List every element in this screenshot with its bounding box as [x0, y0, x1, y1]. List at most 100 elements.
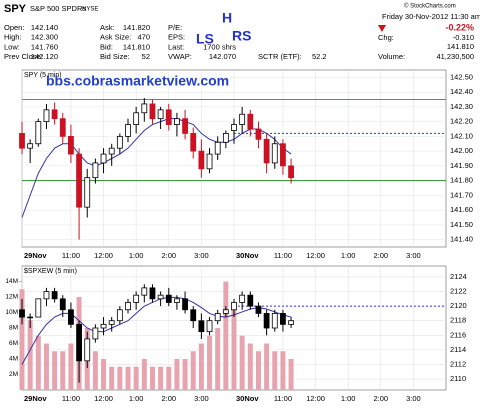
source: © StockCharts.com	[404, 3, 456, 10]
volume-bar	[166, 366, 172, 390]
volume-bar	[27, 320, 33, 390]
x-tick-label: 2:00	[161, 251, 176, 260]
candle-body	[247, 113, 254, 130]
field-value: 141.810	[123, 42, 150, 51]
x-tick-label: 1:00	[129, 394, 144, 403]
volume-bar	[149, 366, 155, 390]
candle-body	[100, 323, 107, 329]
field-value: 142.070	[209, 52, 236, 61]
volume-bar	[272, 351, 278, 390]
candle-body	[288, 165, 294, 179]
y-tick-label: 2124	[450, 272, 467, 281]
x-tick-label: 3:00	[406, 251, 421, 260]
field-value: 470	[137, 33, 150, 42]
candle-body	[174, 298, 180, 303]
candle-body	[206, 153, 213, 170]
candle-body	[59, 298, 66, 311]
field-label: Prev Close:	[4, 52, 43, 61]
volume-bar	[92, 351, 98, 390]
x-tick-label: 2:00	[373, 251, 388, 260]
x-tick-label: 12:00	[94, 251, 113, 260]
volume-bar	[35, 335, 41, 390]
x-tick-label: 29Nov	[24, 394, 47, 403]
watermark: bbs.cobrasmarketview.com	[46, 73, 229, 89]
volume-value: 41,230,500	[436, 52, 474, 61]
candle-body	[231, 302, 237, 311]
volume-bar	[117, 366, 123, 390]
volume-bar	[198, 343, 204, 390]
volume-bar	[223, 281, 229, 390]
volume-bar	[133, 366, 139, 390]
field-value: 1700 shrs	[203, 42, 236, 51]
y-tick-label: 2122	[450, 287, 467, 296]
candle-body	[190, 133, 197, 152]
candle-body	[43, 109, 50, 123]
x-tick-label: 12:00	[306, 394, 325, 403]
y-tick-label: 2116	[450, 330, 466, 339]
y-tick-label: 141.80	[450, 176, 473, 185]
candle-body	[271, 313, 278, 329]
field-value: 142.300	[31, 33, 58, 42]
x-tick-label: 3:00	[406, 394, 421, 403]
candle-body	[100, 153, 107, 164]
candle-body	[231, 124, 237, 131]
field-value: 141.820	[123, 23, 150, 32]
field-label: High:	[4, 33, 22, 42]
candle-body	[247, 294, 254, 307]
candle-body	[263, 313, 270, 329]
volume-bar	[264, 343, 270, 390]
candle-body	[51, 109, 58, 120]
candle-body	[206, 320, 213, 333]
candle-body	[280, 313, 286, 325]
candle-body	[125, 302, 131, 311]
volume-bar	[141, 359, 147, 390]
candle-body	[182, 298, 188, 311]
volume-tick-label: 6M	[9, 340, 18, 347]
candle-body	[76, 323, 82, 362]
volume-bar	[182, 359, 188, 390]
candle-body	[263, 138, 270, 164]
volume-bar	[280, 351, 286, 390]
candle-body	[108, 320, 115, 325]
field-value: 141.760	[31, 42, 58, 51]
security-name: S&P 500 SPDRs	[30, 4, 86, 13]
symbol: SPY	[4, 3, 27, 15]
x-tick-label: 12:00	[306, 251, 325, 260]
candle-body	[239, 113, 246, 125]
candle-body	[19, 309, 25, 318]
field-label: Low:	[4, 42, 20, 51]
volume-bar	[109, 366, 115, 390]
candle-body	[214, 313, 221, 322]
y-tick-label: 141.70	[450, 190, 473, 199]
x-tick-label: 1:00	[341, 394, 356, 403]
y-tick-label: 2118	[450, 316, 466, 325]
y-tick-label: 142.30	[450, 102, 473, 111]
x-tick-label: 12:00	[94, 394, 113, 403]
candle-body	[280, 143, 286, 167]
y-tick-label: 141.40	[450, 235, 473, 244]
y-tick-label: 2120	[450, 301, 467, 310]
candle-body	[108, 147, 115, 155]
panel-title: $SPXEW (5 min)	[24, 268, 77, 275]
y-tick-label: 142.10	[450, 131, 473, 140]
volume-bar	[125, 366, 131, 390]
candle-body	[43, 291, 50, 300]
change-pct: -0.22%	[445, 22, 474, 32]
candle-body	[222, 309, 229, 314]
x-tick-label: 1:00	[341, 251, 356, 260]
volume-bar	[43, 343, 49, 390]
volume-bar	[215, 328, 221, 390]
candle-body	[239, 294, 246, 303]
candle-body	[68, 309, 74, 325]
x-tick-label: 29Nov	[24, 251, 47, 260]
volume-bar	[247, 343, 253, 390]
y-tick-label: 142.20	[450, 117, 473, 126]
candle-body	[59, 118, 66, 137]
quote-date: Friday 30-Nov-2012 11:30 am	[382, 12, 480, 21]
y-tick-label: 142.40	[450, 87, 473, 96]
candle-body	[174, 118, 180, 125]
y-tick-label: 142.50	[450, 72, 473, 81]
volume-bar	[52, 351, 58, 390]
volume-bar	[239, 335, 245, 390]
